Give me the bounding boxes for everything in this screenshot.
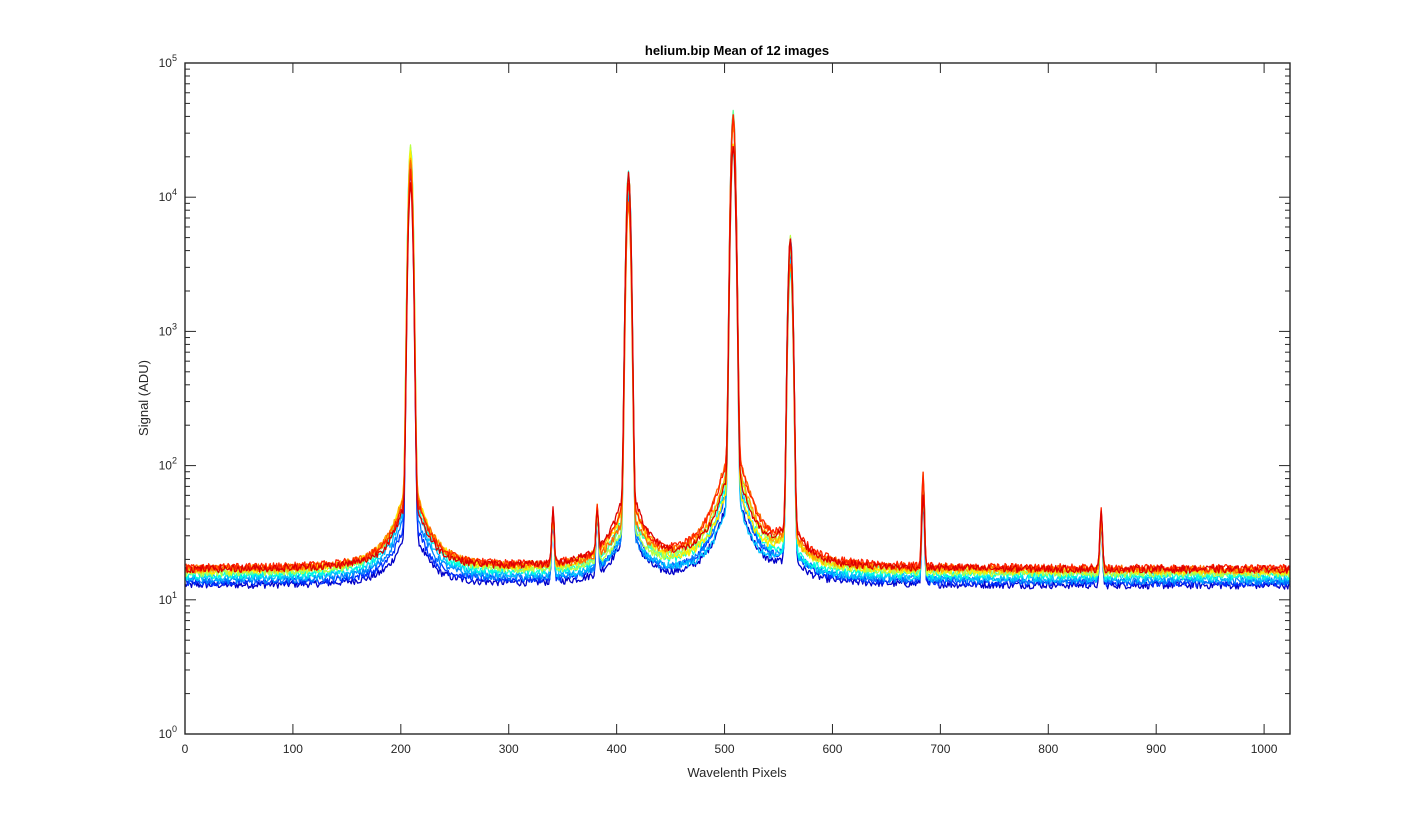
y-tick-label: 103 [159,321,177,338]
x-tick-label: 100 [283,742,303,756]
chart-title: helium.bip Mean of 12 images [645,43,829,58]
x-tick-label: 700 [930,742,950,756]
x-tick-label: 600 [822,742,842,756]
y-tick-label: 104 [159,187,177,204]
plot-frame [184,62,1291,735]
x-axis-label: Wavelenth Pixels [687,765,787,780]
label-layer: 0 100 200 300 400 500 600 700 800 900 1000 100 101 10… [159,53,1278,756]
x-tick-label: 200 [391,742,411,756]
x-tick-label: 500 [715,742,735,756]
y-tick-label: 100 [159,724,177,741]
x-tick-label: 900 [1146,742,1166,756]
x-tick-label: 300 [499,742,519,756]
y-axis-label: Signal (ADU) [136,360,151,436]
y-tick-label: 105 [159,53,177,70]
x-tick-label: 1000 [1251,742,1278,756]
y-tick-label: 102 [159,456,177,473]
x-tick-label: 0 [182,742,189,756]
y-tick-label: 101 [159,590,177,607]
series-line-12 [184,145,1291,574]
plot-background [185,63,1290,734]
series-layer [184,109,1291,590]
x-tick-label: 400 [607,742,627,756]
x-tick-label: 800 [1038,742,1058,756]
tick-layer [184,62,1290,735]
